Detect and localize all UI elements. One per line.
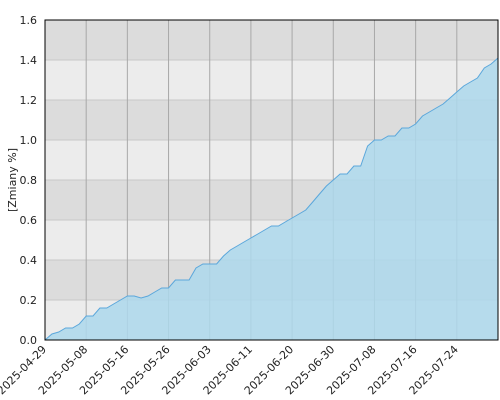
area-line bbox=[44, 57, 499, 341]
y-tick-label: 1.4 bbox=[20, 54, 38, 67]
grid-band bbox=[45, 20, 498, 60]
y-tick-label: 1.2 bbox=[20, 94, 38, 107]
y-tick-label: 0.8 bbox=[20, 174, 38, 187]
area-fill bbox=[45, 58, 498, 340]
y-tick-label: 0.2 bbox=[20, 294, 38, 307]
y-tick-label: 0.4 bbox=[20, 254, 38, 267]
y-axis-label: [Zmiany %] bbox=[6, 148, 19, 212]
grid-band bbox=[45, 60, 498, 100]
y-tick-label: 0.6 bbox=[20, 214, 38, 227]
plot-frame bbox=[44, 19, 499, 341]
y-tick-label: 0.0 bbox=[20, 334, 38, 347]
y-tick-label: 1.0 bbox=[20, 134, 38, 147]
y-tick-label: 1.6 bbox=[20, 14, 38, 27]
